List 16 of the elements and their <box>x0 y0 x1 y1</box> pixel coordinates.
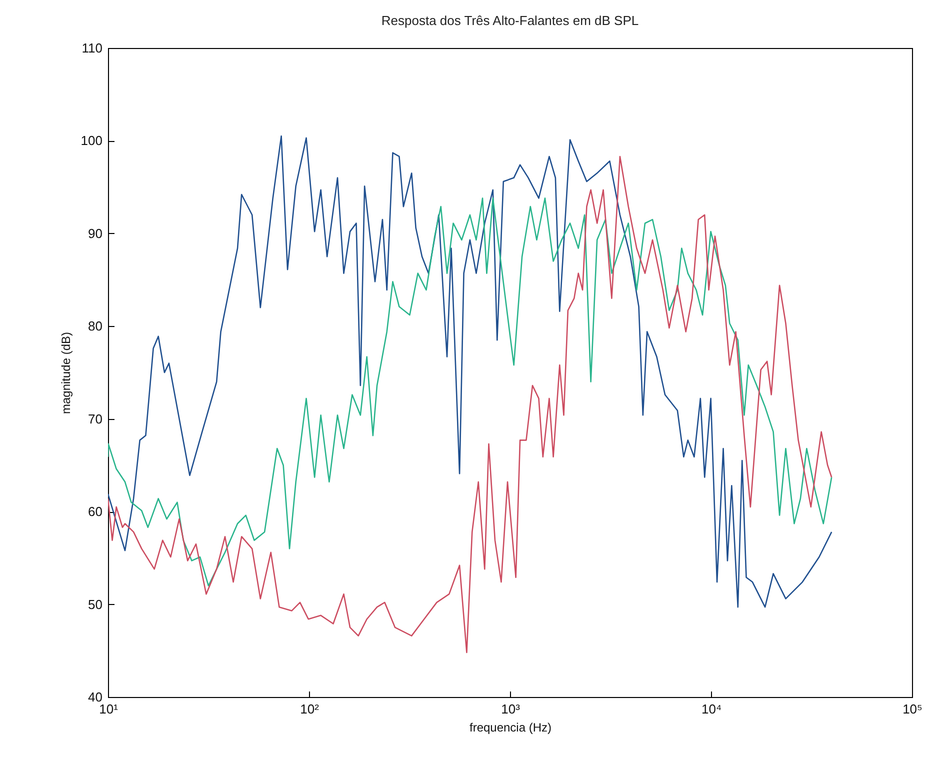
y-tick-label: 110 <box>82 40 102 56</box>
y-tick-label: 70 <box>88 411 102 426</box>
y-axis-title: magnitude (dB) <box>58 332 73 414</box>
x-tick-label: 10⁵ <box>902 702 922 716</box>
y-tick-label: 60 <box>88 504 102 520</box>
x-tick-label: 10⁴ <box>701 702 722 716</box>
x-axis-title: frequencia (Hz) <box>469 720 552 734</box>
y-tick-label: 50 <box>88 596 102 612</box>
y-tick-label: 80 <box>88 318 102 334</box>
x-tick-label: 10¹ <box>99 702 119 716</box>
x-tick-label: 10² <box>300 702 320 716</box>
x-tick-label: 10³ <box>501 702 521 716</box>
y-tick-label: 40 <box>88 690 102 704</box>
y-tick-label: 90 <box>88 226 102 241</box>
y-tick-label: 100 <box>80 133 102 148</box>
chart-title: Resposta dos Três Alto-Falantes em dB SPL <box>381 13 639 28</box>
